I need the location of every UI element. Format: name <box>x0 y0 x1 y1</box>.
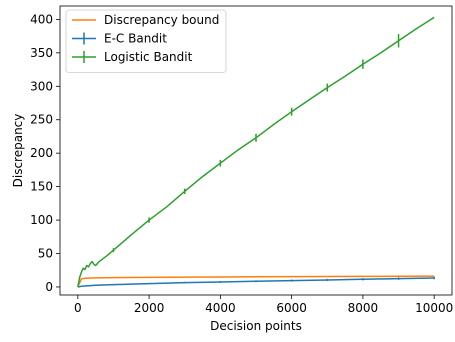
y-axis-label: Discrepancy <box>11 114 25 188</box>
y-tick-label: 200 <box>30 146 53 160</box>
y-tick-label: 100 <box>30 213 53 227</box>
legend-entry-logistic-bandit: Logistic Bandit <box>72 50 193 64</box>
legend-label: Logistic Bandit <box>104 50 193 64</box>
x-tick-label: 6000 <box>276 301 307 315</box>
x-tick-label: 8000 <box>348 301 379 315</box>
y-axis: 0 50 100 150 200 250 300 350 400 <box>30 12 60 294</box>
series-logistic-bandit <box>77 16 435 288</box>
y-tick-label: 300 <box>30 79 53 93</box>
x-tick-label: 4000 <box>205 301 236 315</box>
y-tick-label: 50 <box>38 247 53 261</box>
y-tick-label: 0 <box>45 280 53 294</box>
y-tick-label: 400 <box>30 12 53 26</box>
x-tick-label: 2000 <box>134 301 165 315</box>
series-e-c-bandit <box>77 276 435 288</box>
legend: Discrepancy bound E-C Bandit Logistic Band… <box>65 9 227 73</box>
y-tick-label: 150 <box>30 180 53 194</box>
x-axis-label: Decision points <box>210 319 302 333</box>
legend-entry-discrepancy-bound: Discrepancy bound <box>72 13 219 27</box>
series-layer <box>77 16 435 288</box>
legend-entry-e-c-bandit: E-C Bandit <box>72 32 167 46</box>
x-tick-label: 0 <box>74 301 82 315</box>
x-tick-label: 10000 <box>415 301 453 315</box>
plot-frame <box>59 5 453 296</box>
series-line-logistic-bandit <box>77 16 435 288</box>
y-tick-label: 250 <box>30 113 53 127</box>
series-line-discrepancy-bound <box>77 275 435 288</box>
series-line-e-c-bandit <box>77 277 435 288</box>
legend-label: E-C Bandit <box>104 32 167 46</box>
x-axis: 0 2000 4000 6000 8000 10000 <box>74 295 453 315</box>
legend-entries: Discrepancy bound E-C Bandit Logistic Band… <box>72 13 219 64</box>
legend-label: Discrepancy bound <box>104 13 219 27</box>
y-tick-label: 350 <box>30 46 53 60</box>
legend-box <box>65 9 227 73</box>
series-discrepancy-bound <box>77 275 435 288</box>
